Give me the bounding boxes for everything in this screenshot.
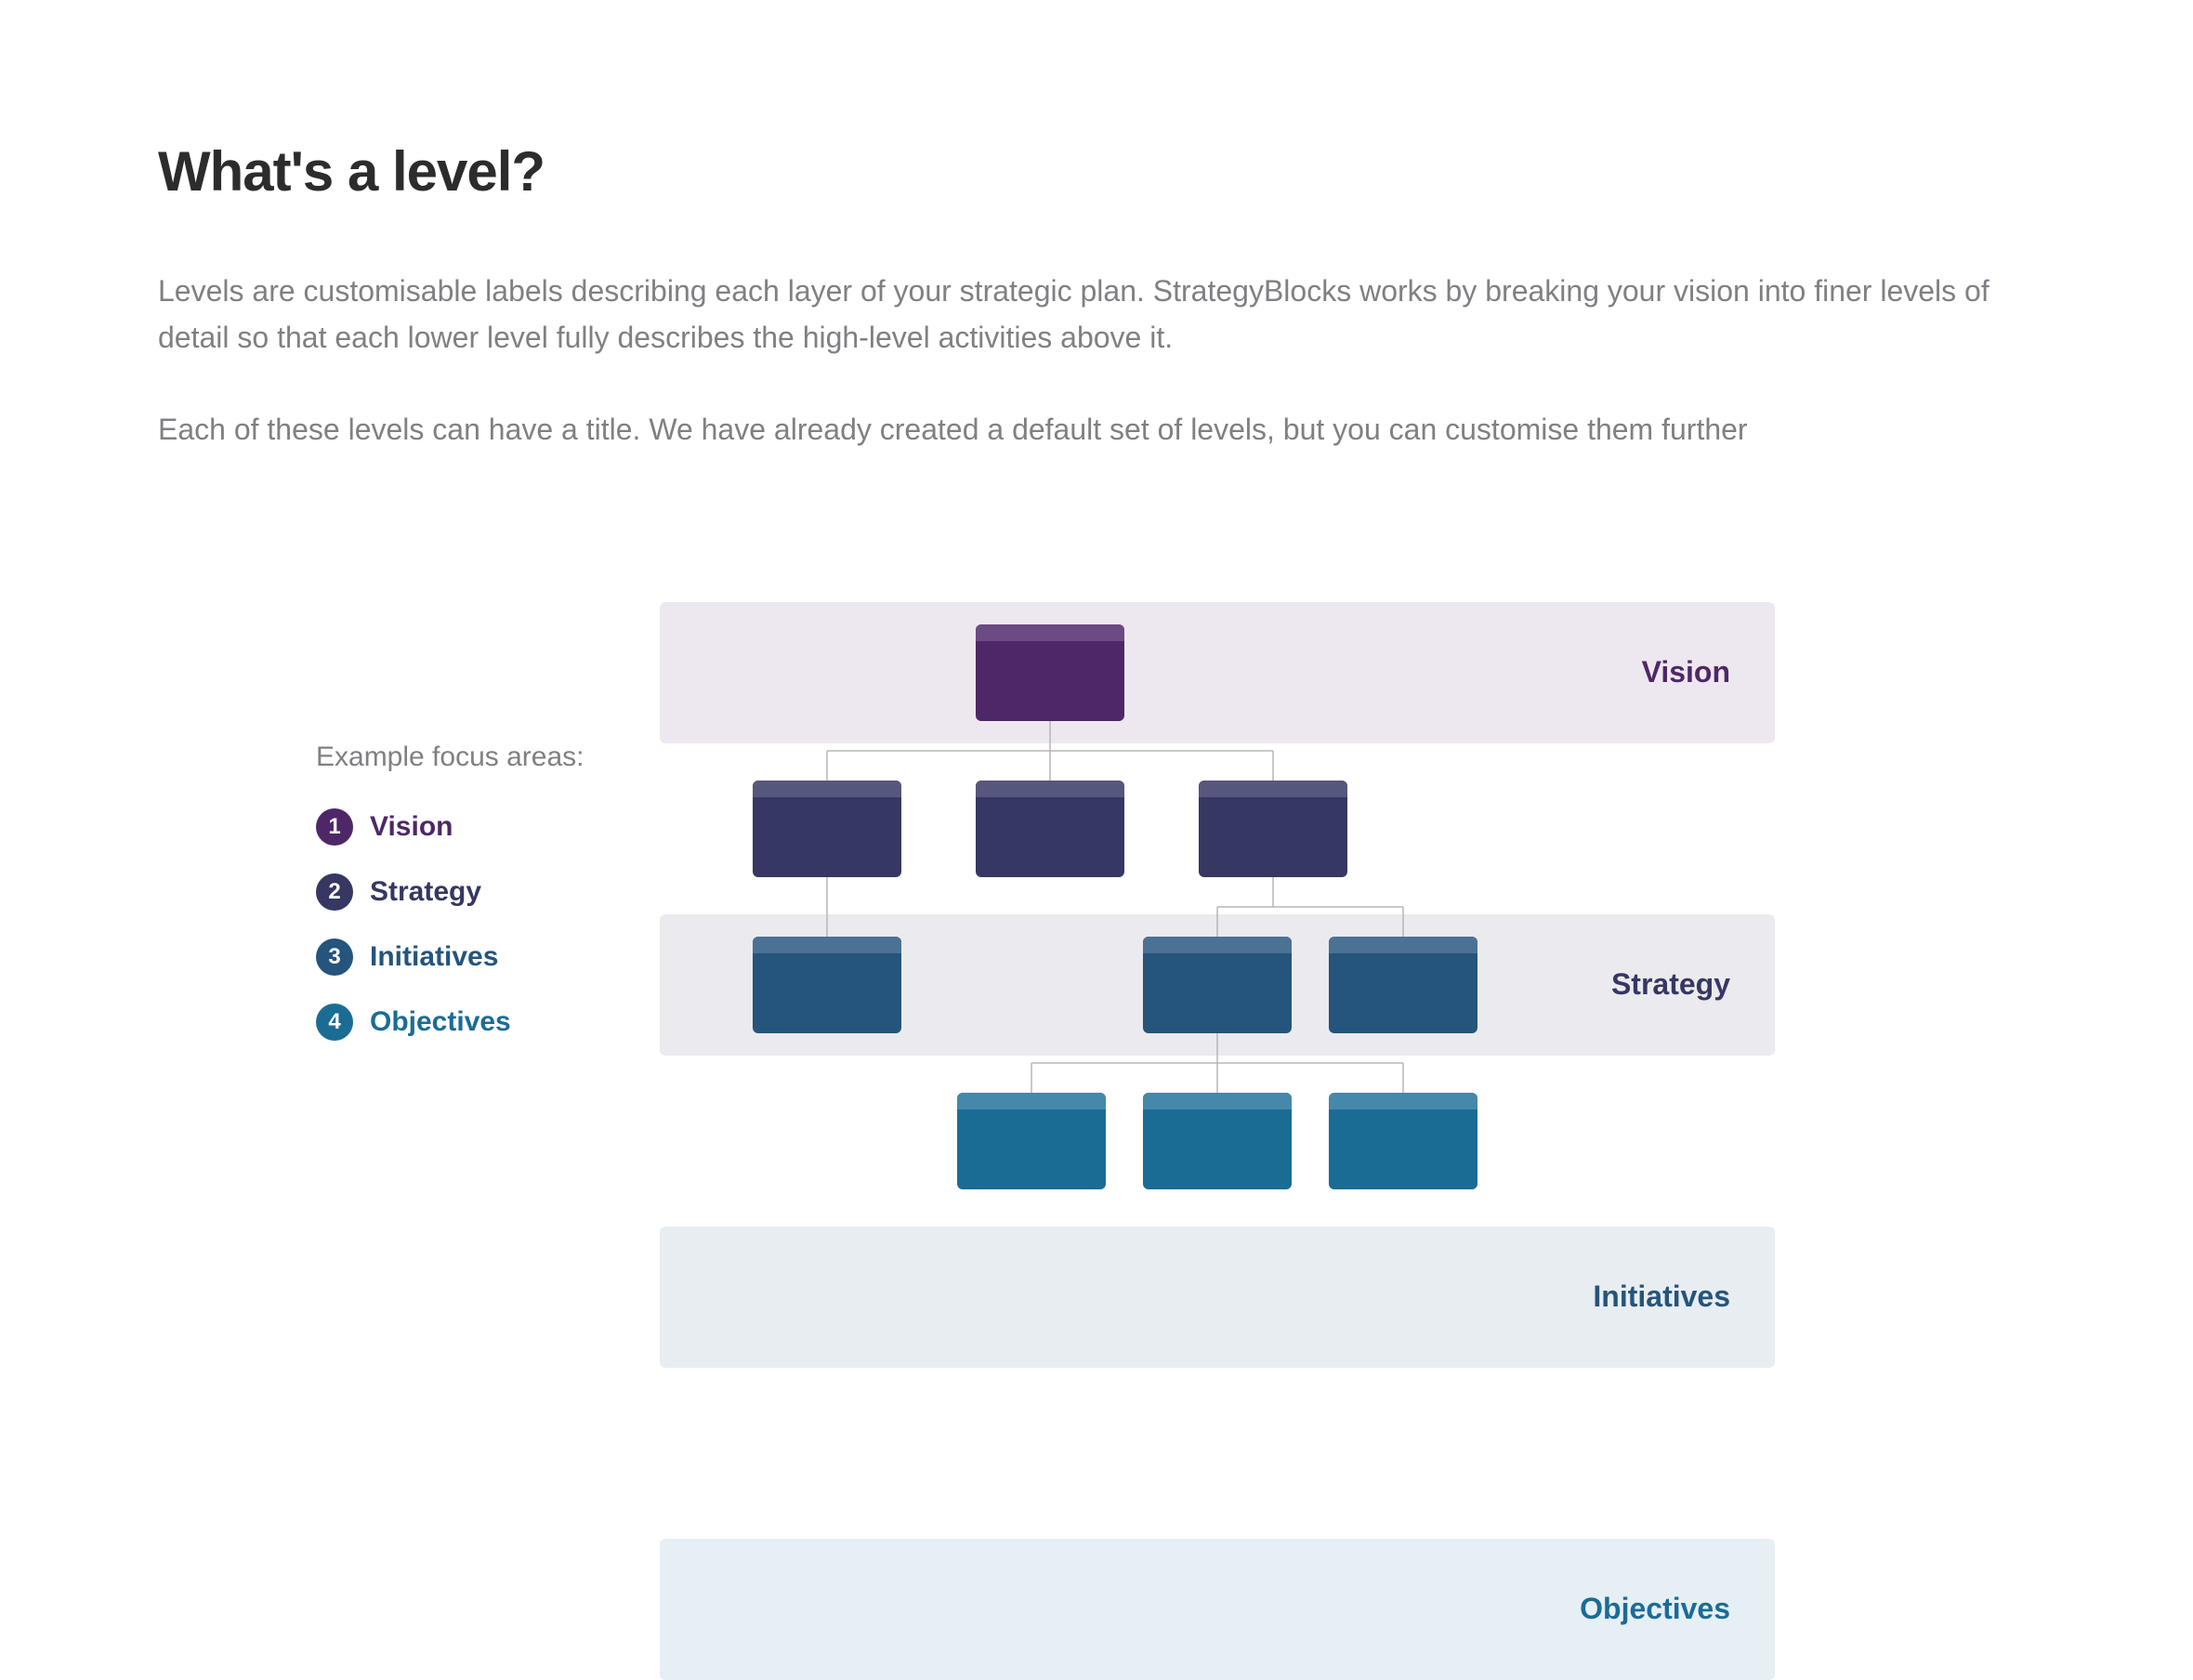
legend-badge: 3 — [316, 938, 353, 976]
legend-title: Example focus areas: — [316, 742, 623, 773]
legend-badge: 2 — [316, 873, 353, 911]
band-label: Objectives — [1580, 1592, 1730, 1626]
intro-paragraph-1: Levels are customisable labels describin… — [158, 269, 1998, 361]
legend-label: Initiatives — [370, 941, 498, 973]
tree-node-tab — [1329, 937, 1477, 953]
legend-label: Objectives — [370, 1006, 511, 1038]
tree-node-tab — [1143, 1093, 1292, 1109]
tree-node-tab — [753, 937, 901, 953]
band-label: Initiatives — [1593, 1280, 1730, 1314]
diagram-band: Initiatives — [660, 1227, 1775, 1368]
legend: Example focus areas: 1 Vision 2 Strategy 3 In… — [158, 602, 623, 1069]
legend-item: 4 Objectives — [316, 1004, 623, 1041]
legend-item: 2 Strategy — [316, 873, 623, 911]
legend-badge: 1 — [316, 808, 353, 846]
tree-node — [1199, 781, 1347, 877]
tree-node — [753, 937, 901, 1033]
legend-item: 3 Initiatives — [316, 938, 623, 976]
intro-paragraph-2: Each of these levels can have a title. W… — [158, 407, 1998, 453]
tree-node-tab — [976, 624, 1124, 641]
legend-label: Vision — [370, 811, 453, 843]
tree-node-tab — [976, 781, 1124, 797]
tree-node — [1329, 937, 1477, 1033]
tree-node-tab — [1329, 1093, 1477, 1109]
tree-node — [1329, 1093, 1477, 1189]
tree-node — [957, 1093, 1106, 1189]
tree-node-tab — [1199, 781, 1347, 797]
hierarchy-diagram: VisionStrategyInitiativesObjectives — [660, 602, 1775, 1227]
diagram-band: Vision — [660, 602, 1775, 743]
tree-node-tab — [957, 1093, 1106, 1109]
page-title: What's a level? — [158, 139, 2035, 203]
tree-node — [1143, 1093, 1292, 1189]
legend-item: 1 Vision — [316, 808, 623, 846]
tree-node — [1143, 937, 1292, 1033]
band-label: Vision — [1642, 655, 1730, 689]
tree-node-tab — [753, 781, 901, 797]
diagram-band: Objectives — [660, 1539, 1775, 1680]
legend-badge: 4 — [316, 1004, 353, 1041]
tree-node — [976, 781, 1124, 877]
tree-node — [753, 781, 901, 877]
band-label: Strategy — [1611, 967, 1730, 1002]
tree-node-tab — [1143, 937, 1292, 953]
legend-label: Strategy — [370, 876, 481, 908]
tree-node — [976, 624, 1124, 721]
